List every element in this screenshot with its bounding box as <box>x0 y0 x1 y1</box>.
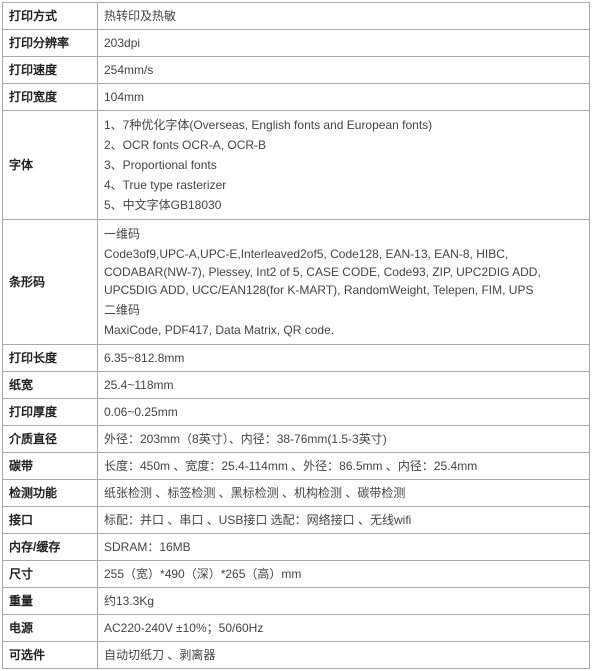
spec-value: SDRAM：16MB <box>98 534 590 561</box>
spec-label: 字体 <box>3 111 98 220</box>
spec-label: 接口 <box>3 507 98 534</box>
spec-value: 标配：并口 、串口 、USB接口 选配：网络接口 、无线wifi <box>98 507 590 534</box>
table-row: 条形码一维码Code3of9,UPC-A,UPC-E,Interleaved2o… <box>3 220 590 345</box>
spec-value: AC220-240V ±10%；50/60Hz <box>98 615 590 642</box>
spec-label: 内存/缓存 <box>3 534 98 561</box>
spec-value: 纸张检测 、标签检测 、黑标检测 、机构检测 、碳带检测 <box>98 480 590 507</box>
table-row: 接口标配：并口 、串口 、USB接口 选配：网络接口 、无线wifi <box>3 507 590 534</box>
table-row: 打印速度254mm/s <box>3 57 590 84</box>
spec-value: 25.4~118mm <box>98 372 590 399</box>
spec-value: 热转印及热敏 <box>98 3 590 30</box>
spec-label: 打印厚度 <box>3 399 98 426</box>
table-row: 打印厚度0.06~0.25mm <box>3 399 590 426</box>
spec-label: 重量 <box>3 588 98 615</box>
spec-value: 0.06~0.25mm <box>98 399 590 426</box>
table-row: 重量约13.3Kg <box>3 588 590 615</box>
spec-value-line: 1、7种优化字体(Overseas, English fonts and Eur… <box>104 115 583 135</box>
spec-value: 一维码Code3of9,UPC-A,UPC-E,Interleaved2of5,… <box>98 220 590 345</box>
table-row: 纸宽25.4~118mm <box>3 372 590 399</box>
spec-value: 外径：203mm（8英寸）、内径：38-76mm(1.5-3英寸) <box>98 426 590 453</box>
table-row: 检测功能纸张检测 、标签检测 、黑标检测 、机构检测 、碳带检测 <box>3 480 590 507</box>
spec-label: 打印方式 <box>3 3 98 30</box>
spec-value: 1、7种优化字体(Overseas, English fonts and Eur… <box>98 111 590 220</box>
spec-value-line: MaxiCode, PDF417, Data Matrix, QR code. <box>104 320 583 340</box>
spec-label: 打印宽度 <box>3 84 98 111</box>
table-row: 打印宽度104mm <box>3 84 590 111</box>
spec-label: 检测功能 <box>3 480 98 507</box>
spec-value: 长度：450m 、宽度：25.4-114mm 、外径：86.5mm 、内径：25… <box>98 453 590 480</box>
spec-value-line: 3、Proportional fonts <box>104 155 583 175</box>
spec-label: 纸宽 <box>3 372 98 399</box>
spec-label: 碳带 <box>3 453 98 480</box>
spec-label: 打印分辨率 <box>3 30 98 57</box>
spec-value-line: 一维码 <box>104 224 583 244</box>
spec-value-line: 2、OCR fonts OCR-A, OCR-B <box>104 135 583 155</box>
spec-value-line: Code3of9,UPC-A,UPC-E,Interleaved2of5, Co… <box>104 244 583 300</box>
spec-value: 自动切纸刀 、剥离器 <box>98 642 590 669</box>
table-row: 内存/缓存SDRAM：16MB <box>3 534 590 561</box>
spec-value-line: 5、中文字体GB18030 <box>104 195 583 215</box>
spec-label: 介质直径 <box>3 426 98 453</box>
table-row: 电源AC220-240V ±10%；50/60Hz <box>3 615 590 642</box>
spec-value: 203dpi <box>98 30 590 57</box>
spec-label: 打印长度 <box>3 345 98 372</box>
table-row: 打印方式热转印及热敏 <box>3 3 590 30</box>
spec-value: 104mm <box>98 84 590 111</box>
spec-value: 254mm/s <box>98 57 590 84</box>
spec-value-line: 4、True type rasterizer <box>104 175 583 195</box>
spec-value-line: 二维码 <box>104 300 583 320</box>
table-row: 打印分辨率203dpi <box>3 30 590 57</box>
table-row: 可选件自动切纸刀 、剥离器 <box>3 642 590 669</box>
table-row: 碳带长度：450m 、宽度：25.4-114mm 、外径：86.5mm 、内径：… <box>3 453 590 480</box>
table-row: 介质直径外径：203mm（8英寸）、内径：38-76mm(1.5-3英寸) <box>3 426 590 453</box>
spec-label: 电源 <box>3 615 98 642</box>
table-row: 字体 1、7种优化字体(Overseas, English fonts and E… <box>3 111 590 220</box>
spec-label: 可选件 <box>3 642 98 669</box>
spec-label: 打印速度 <box>3 57 98 84</box>
spec-value: 6.35~812.8mm <box>98 345 590 372</box>
table-row: 打印长度6.35~812.8mm <box>3 345 590 372</box>
spec-table: 打印方式热转印及热敏打印分辨率203dpi打印速度254mm/s打印宽度104m… <box>2 2 590 669</box>
spec-value: 约13.3Kg <box>98 588 590 615</box>
spec-label: 条形码 <box>3 220 98 345</box>
